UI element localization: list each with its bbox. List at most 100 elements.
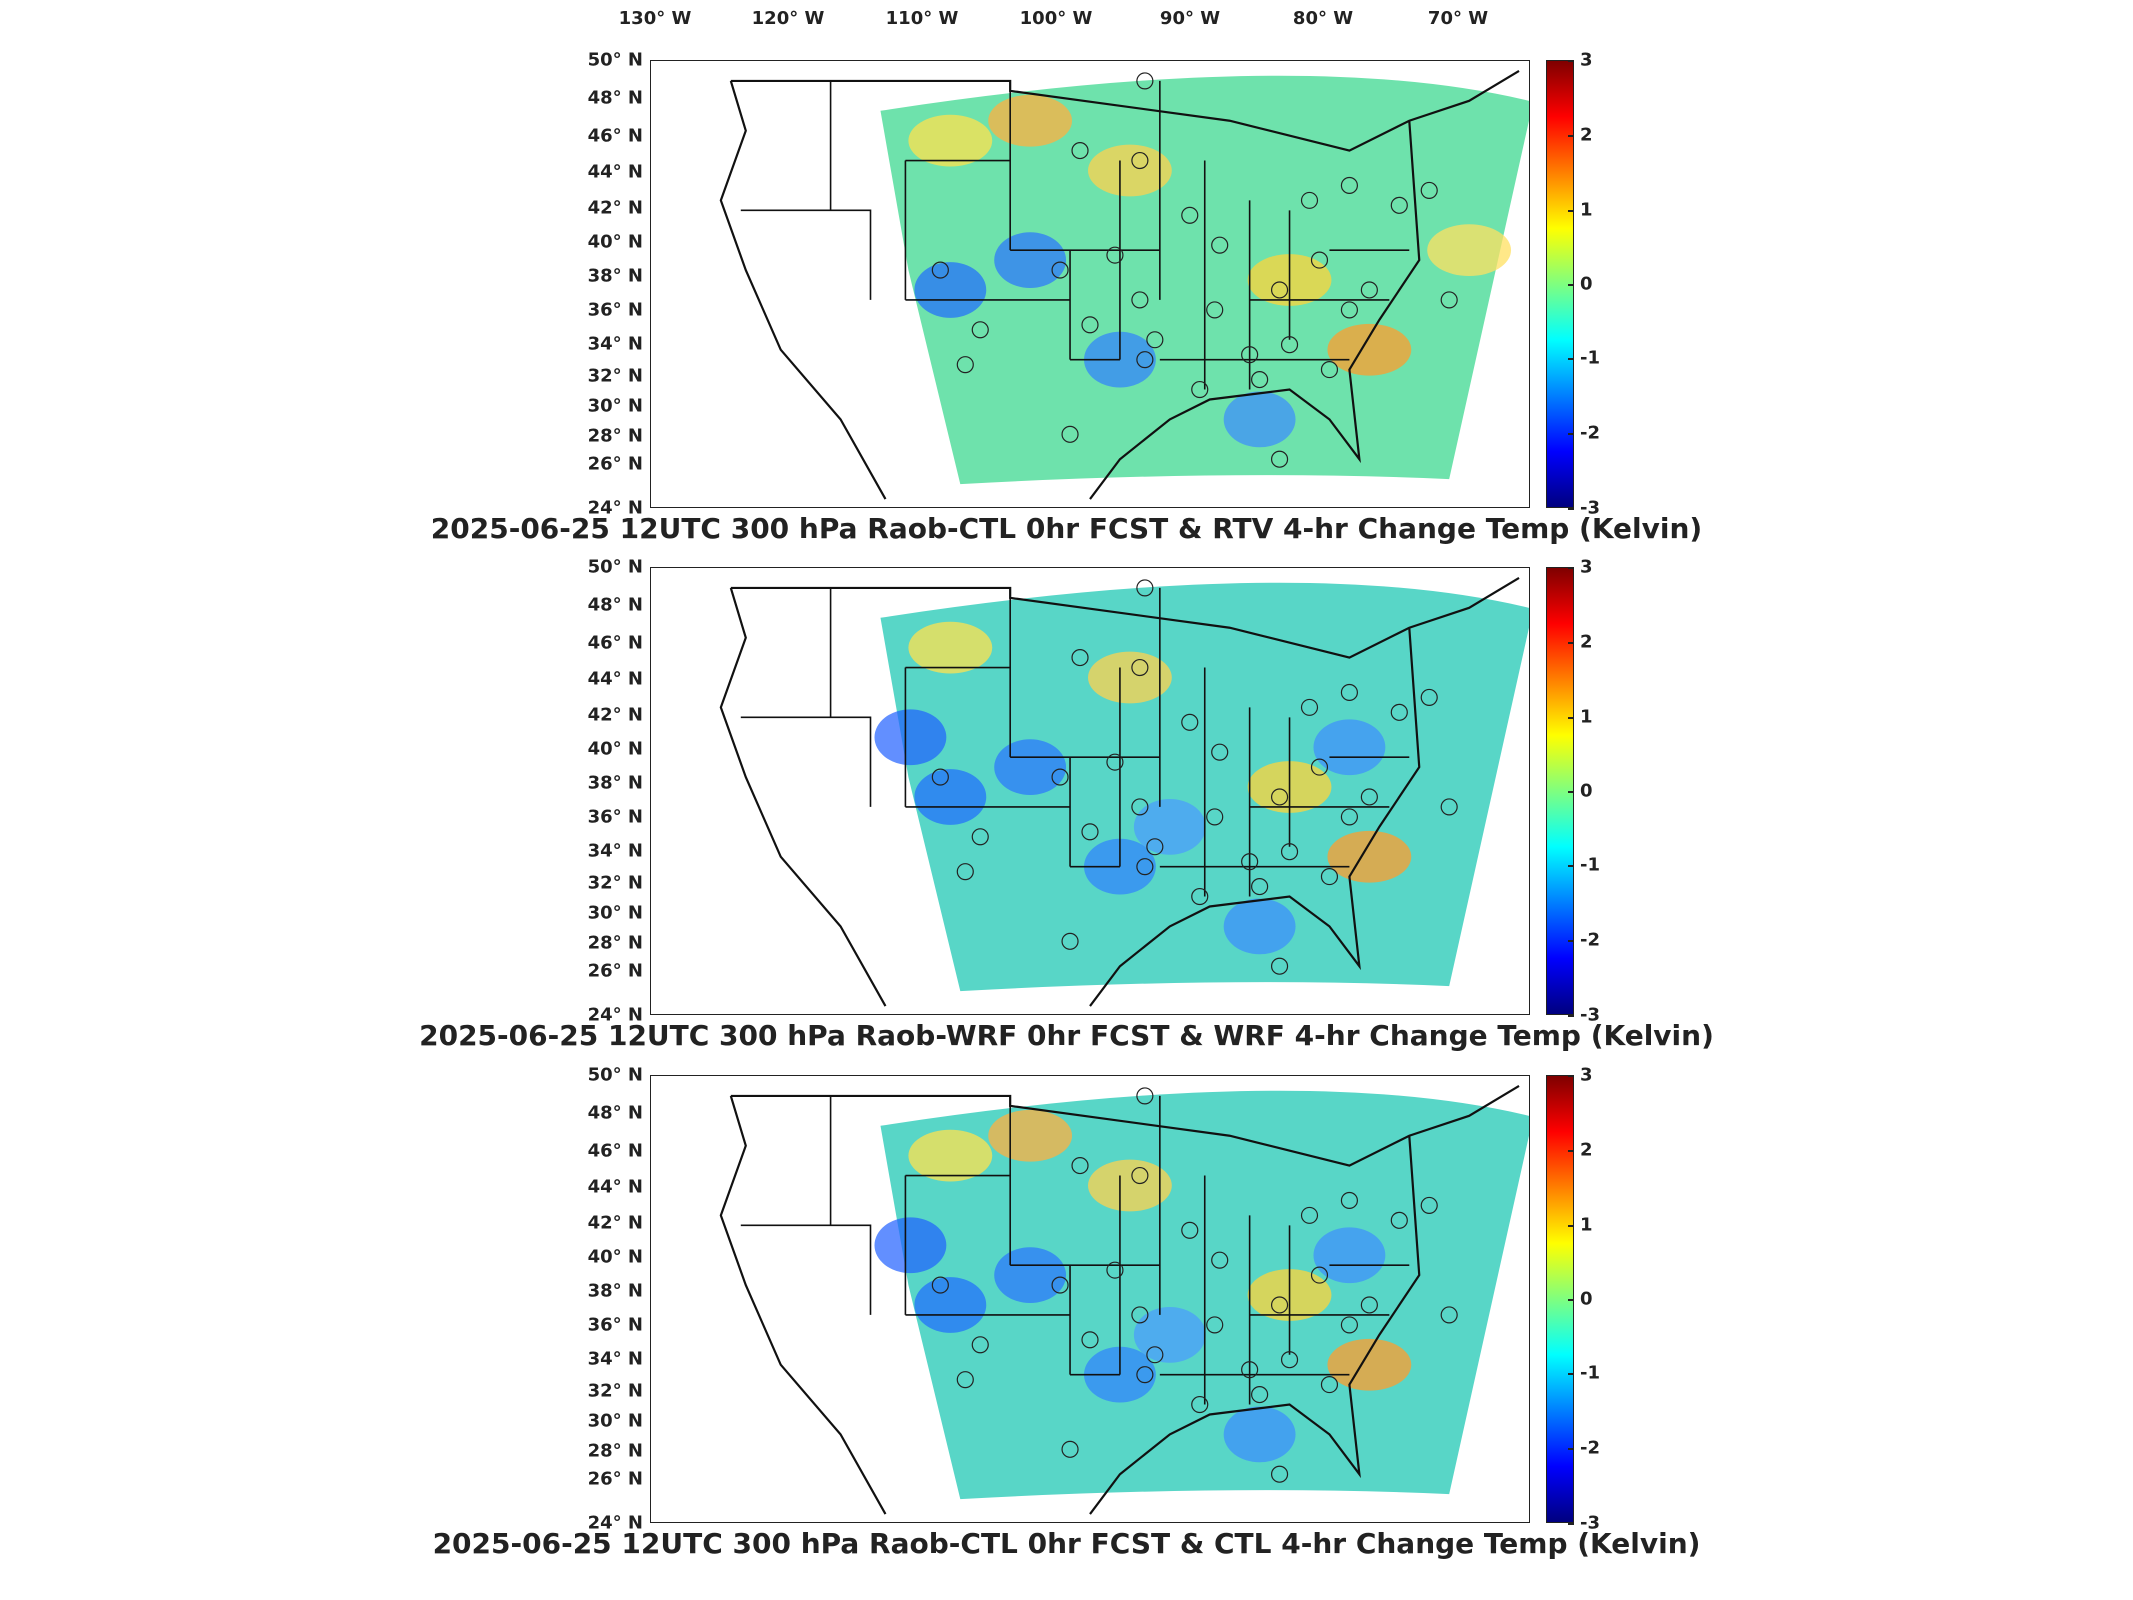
raob-station-marker xyxy=(1051,1276,1069,1294)
raob-station-marker xyxy=(1181,713,1199,731)
raob-station-marker xyxy=(1206,1316,1224,1334)
raob-station-marker xyxy=(1051,768,1069,786)
map-frame xyxy=(650,60,1530,508)
raob-station-marker xyxy=(1136,858,1154,876)
colorbar-tick-label: 0 xyxy=(1580,780,1593,802)
raob-station-marker xyxy=(1420,688,1438,706)
lat-label: 26° N xyxy=(587,453,643,475)
raob-station-marker xyxy=(1131,798,1149,816)
raob-station-marker xyxy=(1061,932,1079,950)
colorbar-tickmark xyxy=(1568,567,1574,569)
lat-label: 28° N xyxy=(587,1440,643,1462)
lat-label: 38° N xyxy=(587,772,643,794)
lat-label: 48° N xyxy=(587,1102,643,1124)
lat-label: 32° N xyxy=(587,1380,643,1402)
lat-label: 30° N xyxy=(587,1410,643,1432)
lat-label: 36° N xyxy=(587,806,643,828)
cool-anomaly xyxy=(1313,719,1386,776)
raob-station-marker xyxy=(1270,281,1289,299)
raob-station-marker xyxy=(1211,1251,1229,1269)
raob-station-marker xyxy=(1181,1221,1199,1239)
warm-anomaly xyxy=(908,621,993,674)
colorbar-tick-label: 3 xyxy=(1580,1064,1593,1086)
raob-station-marker xyxy=(1270,788,1289,806)
colorbar-tickmark xyxy=(1568,433,1574,435)
colorbar-tickmark xyxy=(1568,642,1574,644)
lat-label: 28° N xyxy=(587,425,643,447)
lat-label: 42° N xyxy=(587,704,643,726)
lat-label: 34° N xyxy=(587,840,643,862)
map-frame xyxy=(650,1075,1530,1523)
lon-label: 100° W xyxy=(1019,8,1093,29)
colorbar-tick-label: 2 xyxy=(1580,124,1593,146)
lat-label: 48° N xyxy=(587,594,643,616)
state-borders xyxy=(740,80,1410,390)
raob-station-marker xyxy=(1206,808,1224,826)
raob-station-marker xyxy=(1191,380,1209,399)
raob-station-marker xyxy=(1211,236,1229,254)
lat-label: 44° N xyxy=(587,161,643,183)
lat-label: 32° N xyxy=(587,365,643,387)
lat-label: 26° N xyxy=(587,960,643,982)
colorbar-tickmark xyxy=(1568,358,1574,360)
raob-station-marker xyxy=(1131,291,1149,309)
raob-station-marker xyxy=(1146,331,1164,349)
raob-station-marker xyxy=(1131,1166,1149,1185)
longitude-axis: 130° W 120° W 110° W 100° W 90° W 80° W … xyxy=(0,0,2133,40)
cool-anomaly xyxy=(1223,898,1296,955)
raob-station-marker xyxy=(1320,1376,1339,1394)
colorbar-tick-label: 2 xyxy=(1580,1139,1593,1161)
raob-station-marker xyxy=(1270,1465,1289,1483)
raob-station-marker xyxy=(1181,206,1199,224)
raob-station-marker xyxy=(1440,291,1458,309)
lat-label: 46° N xyxy=(587,1140,643,1162)
colorbar-tick-label: -2 xyxy=(1580,422,1600,444)
raob-station-marker xyxy=(1251,1386,1269,1404)
colorbar-tickmark xyxy=(1568,717,1574,719)
colorbar-tickmark xyxy=(1568,284,1574,286)
temperature-field-map xyxy=(719,1085,1529,1515)
map-panel-2: 50° N 48° N 46° N 44° N 42° N 40° N 38° N 36° N… xyxy=(0,557,2133,1077)
raob-station-marker xyxy=(1360,281,1378,299)
warm-anomaly xyxy=(1088,651,1172,704)
raob-station-marker xyxy=(1310,758,1329,776)
colorbar-tick-label: -3 xyxy=(1580,497,1600,519)
raob-station-marker xyxy=(1191,1395,1209,1414)
raob-station-marker xyxy=(1420,181,1438,199)
lat-label: 50° N xyxy=(587,1064,643,1086)
colorbar-tickmark xyxy=(1568,1015,1574,1017)
map-frame xyxy=(650,567,1530,1015)
raob-station-marker xyxy=(1131,658,1149,677)
raob-station-marker xyxy=(1251,371,1269,389)
lon-label: 70° W xyxy=(1427,8,1489,29)
raob-station-marker xyxy=(1106,246,1124,264)
temperature-field-map xyxy=(719,70,1529,500)
lat-label: 42° N xyxy=(587,1212,643,1234)
raob-station-marker xyxy=(1071,142,1089,160)
warm-anomaly xyxy=(988,1109,1073,1162)
warm-anomaly xyxy=(988,94,1073,147)
cool-anomaly xyxy=(994,232,1067,288)
raob-station-marker xyxy=(1241,346,1259,364)
cool-anomaly xyxy=(994,739,1067,795)
raob-station-marker xyxy=(1310,1266,1329,1284)
lon-label: 130° W xyxy=(618,8,692,29)
raob-station-marker xyxy=(1081,823,1099,841)
colorbar-tickmark xyxy=(1568,940,1574,942)
raob-station-marker xyxy=(1340,1191,1358,1210)
lat-label: 40° N xyxy=(587,738,643,760)
raob-station-marker xyxy=(1300,698,1319,716)
lat-label: 42° N xyxy=(587,197,643,219)
raob-station-marker xyxy=(1320,868,1339,886)
raob-station-marker xyxy=(971,828,989,846)
colorbar-tick-label: 0 xyxy=(1580,1288,1593,1310)
raob-station-marker xyxy=(1340,176,1358,195)
raob-station-marker xyxy=(971,1336,989,1354)
raob-station-marker xyxy=(1136,579,1154,597)
raob-station-marker xyxy=(1310,251,1329,269)
colorbar-tickmark xyxy=(1568,1225,1574,1227)
lat-label: 36° N xyxy=(587,299,643,321)
cool-anomaly xyxy=(914,1277,987,1333)
cool-anomaly xyxy=(914,262,987,318)
warm-anomaly xyxy=(908,114,993,167)
